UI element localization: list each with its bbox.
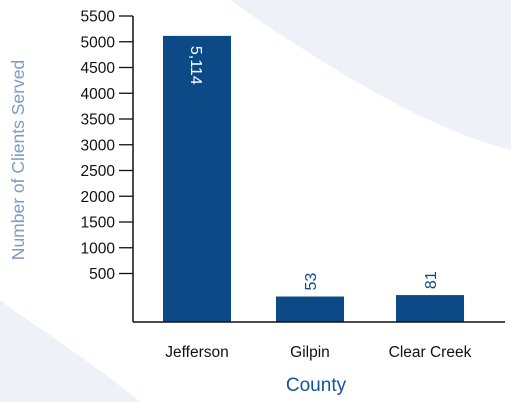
x-axis-categories: Jefferson Gilpin Clear Creek: [165, 344, 471, 361]
y-tick-label: 4500: [81, 60, 116, 77]
y-tick-label: 3500: [81, 112, 116, 129]
y-tick-label: 500: [89, 266, 115, 283]
y-tick-label: 5500: [81, 9, 116, 26]
background-swoosh-lower: [0, 300, 140, 402]
x-axis-title: County: [286, 375, 347, 396]
background-swoosh: [230, 0, 511, 150]
x-category-label: Jefferson: [165, 344, 228, 361]
y-tick-label: 3000: [81, 137, 116, 154]
y-tick-label: 4000: [81, 86, 116, 103]
y-axis-title: Number of Clients Served: [8, 60, 28, 260]
y-tick-label: 2500: [81, 163, 116, 180]
y-axis-ticks: 500 1000 1500 2000 2500 3000 3500 4000 4500 5000 5…: [81, 9, 133, 283]
y-tick-label: 1000: [81, 240, 116, 257]
bar-value-label: 5,114: [187, 46, 204, 85]
bars-layer: 5,114 53 81: [163, 35, 464, 323]
bar-jefferson: [163, 35, 231, 323]
bar-gilpin: [276, 296, 344, 322]
bar-clear-creek: [396, 295, 464, 322]
y-tick-label: 1500: [81, 215, 116, 232]
y-tick-label: 2000: [81, 189, 116, 206]
bar-value-label: 81: [423, 271, 440, 289]
x-category-label: Gilpin: [290, 344, 330, 361]
y-tick-label: 5000: [81, 34, 116, 51]
bar-value-label: 53: [303, 273, 320, 291]
x-category-label: Clear Creek: [389, 344, 472, 361]
